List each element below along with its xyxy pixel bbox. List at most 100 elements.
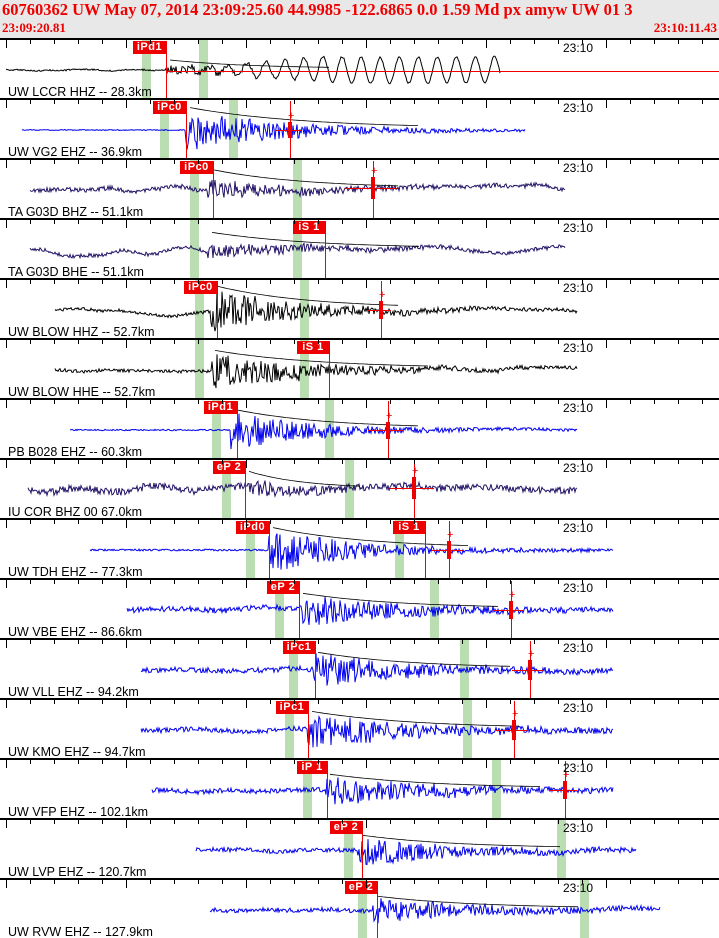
trace-panel[interactable]: iPc1 +23:10 UW VLL EHZ -- 94.2km (0, 638, 719, 698)
amplitude-marker-crosshair-h (368, 430, 404, 431)
phase-pick-label[interactable]: iPd1 (204, 401, 237, 414)
phase-pick-label[interactable]: iPc0 (153, 101, 186, 114)
coda-window-band (293, 160, 302, 218)
phase-pick-line[interactable] (166, 41, 167, 98)
station-channel-label: TA G03D BHZ -- 51.1km (8, 205, 144, 219)
station-channel-label: UW VFP EHZ -- 102.1km (8, 805, 149, 819)
trace-panel[interactable]: iS 1 23:10 UW BLOW HHE -- 52.7km (0, 338, 719, 398)
phase-pick-line[interactable] (377, 881, 378, 938)
phase-pick-label[interactable]: iPc1 (283, 641, 315, 654)
coda-envelope-curve (329, 773, 541, 787)
phase-pick-label[interactable]: iPc0 (184, 281, 217, 294)
waveform-trace (151, 773, 614, 805)
amplitude-marker-plus: + (528, 648, 535, 660)
amplitude-marker-crosshair-v (388, 401, 389, 458)
trace-panel-list: iPd1 23:10 UW LCCR HHZ -- 28.3km iPc0 +23:10… (0, 38, 719, 938)
time-axis-label: 23:10 (563, 461, 594, 475)
coda-window-band (345, 460, 354, 518)
station-channel-label: UW BLOW HHE -- 52.7km (8, 385, 156, 399)
coda-window-band (195, 280, 204, 338)
phase-pick-label[interactable]: eP 2 (267, 581, 299, 594)
coda-envelope-curve (302, 592, 499, 607)
trace-panel[interactable]: iPc1 +23:10 UW KMO EHZ -- 94.7km (0, 698, 719, 758)
phase-pick-line[interactable] (308, 701, 309, 758)
coda-window-band (289, 640, 298, 698)
window-end-time: 23:10:11.43 (653, 20, 717, 35)
trace-panel[interactable]: eP 2 +23:10 UW VBE EHZ -- 86.6km (0, 578, 719, 638)
coda-window-band (463, 700, 472, 758)
amplitude-marker-crosshair-v (373, 161, 374, 218)
phase-pick-line[interactable] (186, 101, 187, 158)
trace-panel[interactable]: eP 2 23:10 UW LVP EHZ -- 120.7km (0, 818, 719, 878)
amplitude-marker-plus: + (563, 769, 570, 781)
trace-panel[interactable]: eP 2 23:10 UW RVW EHZ -- 127.9km (0, 878, 719, 938)
time-axis-label: 23:10 (563, 581, 594, 595)
amplitude-marker-crosshair-h (512, 670, 544, 671)
trace-panel[interactable]: iP 1 +23:10 UW VFP EHZ -- 102.1km (0, 758, 719, 818)
station-channel-label: UW LCCR HHZ -- 28.3km (8, 85, 152, 99)
waveform-trace (54, 350, 578, 389)
time-axis-label: 23:10 (563, 341, 594, 355)
waveform-trace (195, 834, 637, 866)
amplitude-reference-line (166, 71, 719, 72)
waveform-trace (209, 895, 661, 924)
time-axis-label: 23:10 (563, 401, 594, 415)
amplitude-marker-crosshair-v (449, 521, 450, 578)
station-channel-label: UW VBE EHZ -- 86.6km (8, 625, 143, 639)
phase-pick-label[interactable]: eP 2 (213, 461, 245, 474)
amplitude-marker-crosshair-h (549, 790, 577, 791)
amplitude-marker-crosshair-h (345, 188, 397, 189)
phase-pick-line[interactable] (245, 461, 246, 518)
phase-pick-label[interactable]: iP 1 (297, 761, 327, 774)
coda-window-band (325, 400, 334, 458)
phase-pick-line[interactable] (269, 521, 270, 578)
trace-panel[interactable]: iPc0 +23:10 TA G03D BHZ -- 51.1km (0, 158, 719, 218)
amplitude-marker-plus: + (412, 465, 419, 477)
phase-pick-label[interactable]: eP 2 (330, 821, 362, 834)
station-channel-label: UW TDH EHZ -- 77.3km (8, 565, 143, 579)
trace-panel[interactable]: iS 1 23:10 TA G03D BHE -- 51.1km (0, 218, 719, 278)
window-start-time: 23:09:20.81 (2, 20, 66, 35)
trace-panel[interactable]: iPd1 23:10 UW LCCR HHZ -- 28.3km (0, 38, 719, 98)
phase-pick-label[interactable]: iPd0 (236, 521, 269, 534)
phase-pick-label[interactable]: iS 1 (393, 521, 425, 534)
coda-window-band (199, 40, 208, 98)
coda-window-band (580, 880, 589, 938)
coda-envelope-curve (272, 527, 469, 546)
phase-pick-line[interactable] (329, 341, 330, 398)
amplitude-marker-plus: + (512, 708, 519, 720)
phase-pick-line[interactable] (213, 161, 214, 218)
time-axis-label: 23:10 (563, 281, 594, 295)
phase-pick-line[interactable] (315, 641, 316, 698)
phase-pick-label[interactable]: iS 1 (293, 221, 325, 234)
station-channel-label: IU COR BHZ 00 67.0km (8, 505, 143, 519)
event-summary-line: 60760362 UW May 07, 2014 23:09:25.60 44.… (2, 0, 633, 19)
phase-pick-label[interactable]: iS 1 (297, 341, 329, 354)
phase-pick-label[interactable]: iPd1 (133, 41, 166, 54)
coda-envelope-curve (214, 350, 429, 367)
amplitude-marker-crosshair-h (367, 310, 391, 311)
amplitude-marker-crosshair-v (565, 761, 566, 818)
phase-pick-label[interactable]: iPc1 (276, 701, 308, 714)
phase-pick-line[interactable] (327, 761, 328, 818)
phase-pick-line[interactable] (299, 581, 300, 638)
coda-envelope-curve (317, 652, 511, 667)
trace-panel[interactable]: iPd1 +23:10 PB B028 EHZ -- 60.3km (0, 398, 719, 458)
phase-pick-line[interactable] (237, 401, 238, 458)
amplitude-marker-plus: + (379, 289, 386, 301)
coda-envelope-curve (361, 834, 561, 848)
amplitude-marker-crosshair-v (511, 581, 512, 638)
phase-pick-label[interactable]: iPc0 (180, 161, 213, 174)
phase-pick-line[interactable] (362, 821, 363, 878)
phase-pick-line[interactable] (325, 221, 326, 278)
phase-pick-label[interactable]: eP 2 (345, 881, 377, 894)
phase-pick-line[interactable] (217, 281, 218, 338)
trace-panel[interactable]: iPc0 +23:10 UW VG2 EHZ -- 36.9km (0, 98, 719, 158)
amplitude-marker-plus: + (509, 589, 516, 601)
trace-panel[interactable]: eP 2 +23:10 IU COR BHZ 00 67.0km (0, 458, 719, 518)
phase-pick-line[interactable] (425, 521, 426, 578)
amplitude-marker-plus: + (371, 165, 378, 177)
trace-panel[interactable]: iPc0 +23:10 UW BLOW HHZ -- 52.7km (0, 278, 719, 338)
trace-panel[interactable]: iPd0 iS 1 +23:10 UW TDH EHZ -- 77.3km (0, 518, 719, 578)
